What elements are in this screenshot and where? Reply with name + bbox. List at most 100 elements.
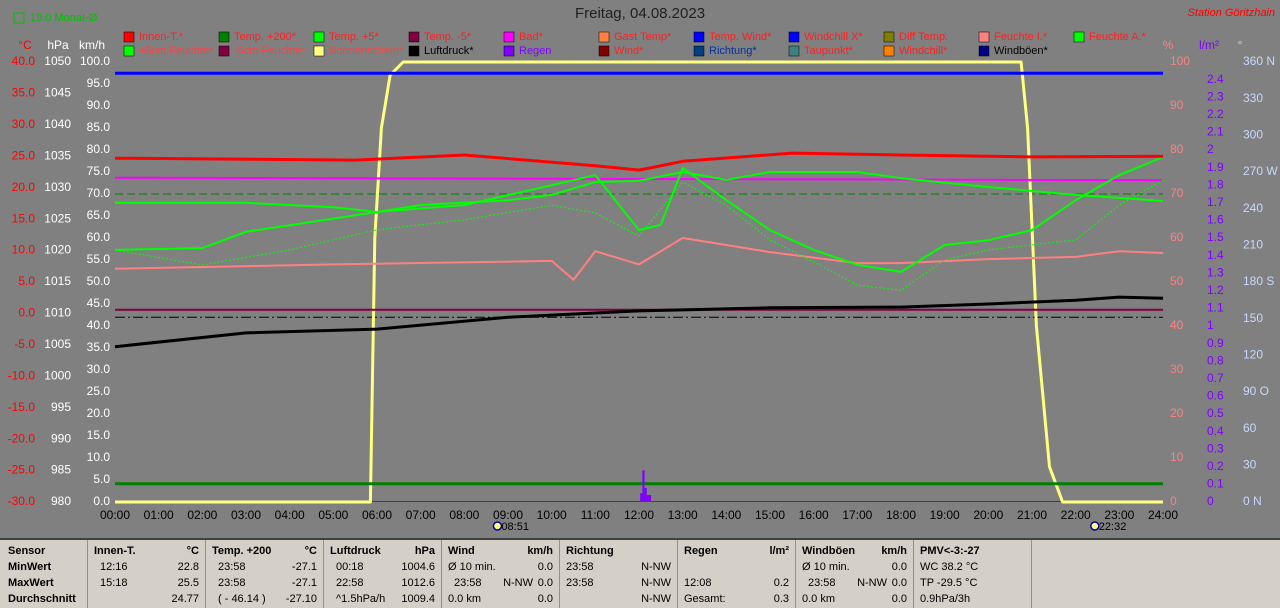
- cell-right: 0.0: [537, 577, 553, 589]
- cell-left: 12:16: [100, 561, 128, 573]
- y-tick-label: 1025: [44, 211, 71, 225]
- cell-right: 0.0: [537, 593, 553, 605]
- y-tick-label: 1.6: [1207, 213, 1224, 227]
- x-tick-label: 14:00: [711, 508, 741, 522]
- legend-label: Richtung*: [709, 45, 757, 57]
- series-line: [115, 171, 1164, 213]
- background: [0, 0, 1280, 538]
- y-tick-label: 90.0: [87, 98, 111, 112]
- cell-right: N-NW: [641, 561, 671, 573]
- group-unit: km/h: [881, 545, 907, 557]
- sensor-column: Sensor MinWert MaxWert Durchschnitt: [0, 540, 88, 608]
- legend-swatch: [788, 45, 800, 57]
- legend-label: Windböen*: [994, 45, 1049, 57]
- legend-label: Innen-T.*: [139, 31, 184, 43]
- cell-left: Ø 10 min.: [802, 561, 850, 573]
- y-tick-label: 50.0: [87, 274, 111, 288]
- y-tick-label: 85.0: [87, 120, 111, 134]
- y-tick-label: 40: [1170, 318, 1184, 332]
- y-tick-label: 2.3: [1207, 89, 1224, 103]
- cell-mid: N-NW: [857, 577, 887, 589]
- stats-group: Luftdruck hPa 00:18 1004.6 22:58 1012.6 ^1.5hP…: [324, 540, 442, 608]
- y-tick-label: 2.2: [1207, 107, 1224, 121]
- group-title: Temp. +200: [212, 545, 272, 557]
- legend-label: Taupunkt*: [804, 45, 854, 57]
- y-tick-label: 5.0: [93, 472, 110, 486]
- y-tick-label: 210: [1243, 238, 1263, 252]
- marker-label: 08:51: [501, 521, 529, 533]
- cell-left: 0.0 km: [802, 593, 836, 605]
- y-tick-label: 70: [1170, 186, 1184, 200]
- y-tick-label: 20: [1170, 406, 1184, 420]
- row-label: MaxWert: [8, 577, 54, 589]
- y-tick-label: 1040: [44, 117, 71, 131]
- y-tick-label: 30: [1243, 458, 1257, 472]
- y-tick-label: 270 W: [1243, 164, 1278, 178]
- legend-label: Windchill*: [899, 45, 948, 57]
- y-tick-label: 1.5: [1207, 230, 1224, 244]
- legend-swatch: [408, 31, 420, 43]
- y-tick-label: 1010: [44, 306, 71, 320]
- x-tick-label: 12:00: [624, 508, 654, 522]
- y-tick-label: 1030: [44, 180, 71, 194]
- y-tick-label: 2: [1207, 142, 1214, 156]
- legend-swatch: [883, 45, 895, 57]
- series-line: [115, 60, 1163, 504]
- axis-unit: km/h: [79, 38, 105, 52]
- stats-group: Wind km/h Ø 10 min. 0.0 23:58 N-NW 0.0 0.0 km 0.…: [442, 540, 560, 608]
- rain-bar: [646, 494, 649, 502]
- y-tick-label: 50: [1170, 274, 1184, 288]
- y-tick-label: 360 N: [1243, 54, 1275, 68]
- y-tick-label: 2.1: [1207, 125, 1224, 139]
- x-tick-label: 11:00: [581, 508, 610, 522]
- axis-unit: °C: [18, 38, 32, 52]
- y-tick-label: 70.0: [87, 186, 111, 200]
- cell-left: TP -29.5 °C: [920, 577, 978, 589]
- axis-unit: °: [1238, 38, 1243, 52]
- x-tick-label: 13:00: [668, 508, 698, 522]
- cell-left: 23:58: [566, 577, 594, 589]
- legend-swatch: [978, 31, 990, 43]
- legend-label: Feuchte A.*: [1089, 31, 1147, 43]
- marker-label: 22:32: [1099, 521, 1127, 533]
- marker-icon: [492, 521, 503, 531]
- x-tick-label: 02:00: [187, 508, 217, 522]
- cell-left: Gesamt:: [684, 593, 726, 605]
- x-tick-label: 10:00: [537, 508, 567, 522]
- y-tick-label: 0: [1170, 494, 1177, 508]
- group-unit: °C: [304, 545, 317, 557]
- y-tick-label: 100: [1170, 54, 1190, 68]
- x-tick-label: 05:00: [318, 508, 348, 522]
- y-tick-label: 120: [1243, 348, 1263, 362]
- cell-right: 1004.6: [401, 561, 435, 573]
- series-line: [114, 179, 1164, 291]
- stats-table: Sensor MinWert MaxWert Durchschnitt Innen-T.…: [0, 538, 1280, 608]
- y-tick-label: 995: [51, 400, 71, 414]
- legend-swatch: [693, 45, 705, 57]
- y-tick-label: 60.0: [87, 230, 111, 244]
- y-tick-label: 30: [1170, 362, 1184, 376]
- cell-left: 12:08: [684, 577, 712, 589]
- y-tick-label: 20.0: [12, 180, 36, 194]
- y-tick-label: 150: [1243, 311, 1263, 325]
- monthly-average-label: 19.0 Monat-Ø: [30, 12, 98, 24]
- y-tick-label: 1050: [44, 54, 71, 68]
- group-title: PMV<-3:-27: [920, 545, 980, 557]
- legend-swatch: [408, 45, 420, 57]
- y-tick-label: 95.0: [87, 76, 111, 90]
- legend-swatch: [218, 31, 230, 43]
- y-tick-label: 0 N: [1243, 494, 1262, 508]
- y-tick-label: 300: [1243, 128, 1263, 142]
- legend-label: Temp. -5*: [424, 31, 472, 43]
- legend-label: Feuchte I.*: [994, 31, 1048, 43]
- series-line: [114, 295, 1164, 349]
- x-tick-label: 03:00: [231, 508, 261, 522]
- legend-label: +5cm Feuchte*: [139, 45, 214, 57]
- y-tick-label: 1.2: [1207, 283, 1224, 297]
- y-tick-label: 0.2: [1207, 459, 1224, 473]
- stats-group: Innen-T. °C 12:16 22.8 15:18 25.5 24.77: [88, 540, 206, 608]
- legend-label: Temp. Wind*: [709, 31, 772, 43]
- group-unit: l/m²: [769, 545, 789, 557]
- y-tick-label: 15.0: [12, 211, 36, 225]
- rain-bar: [642, 470, 645, 502]
